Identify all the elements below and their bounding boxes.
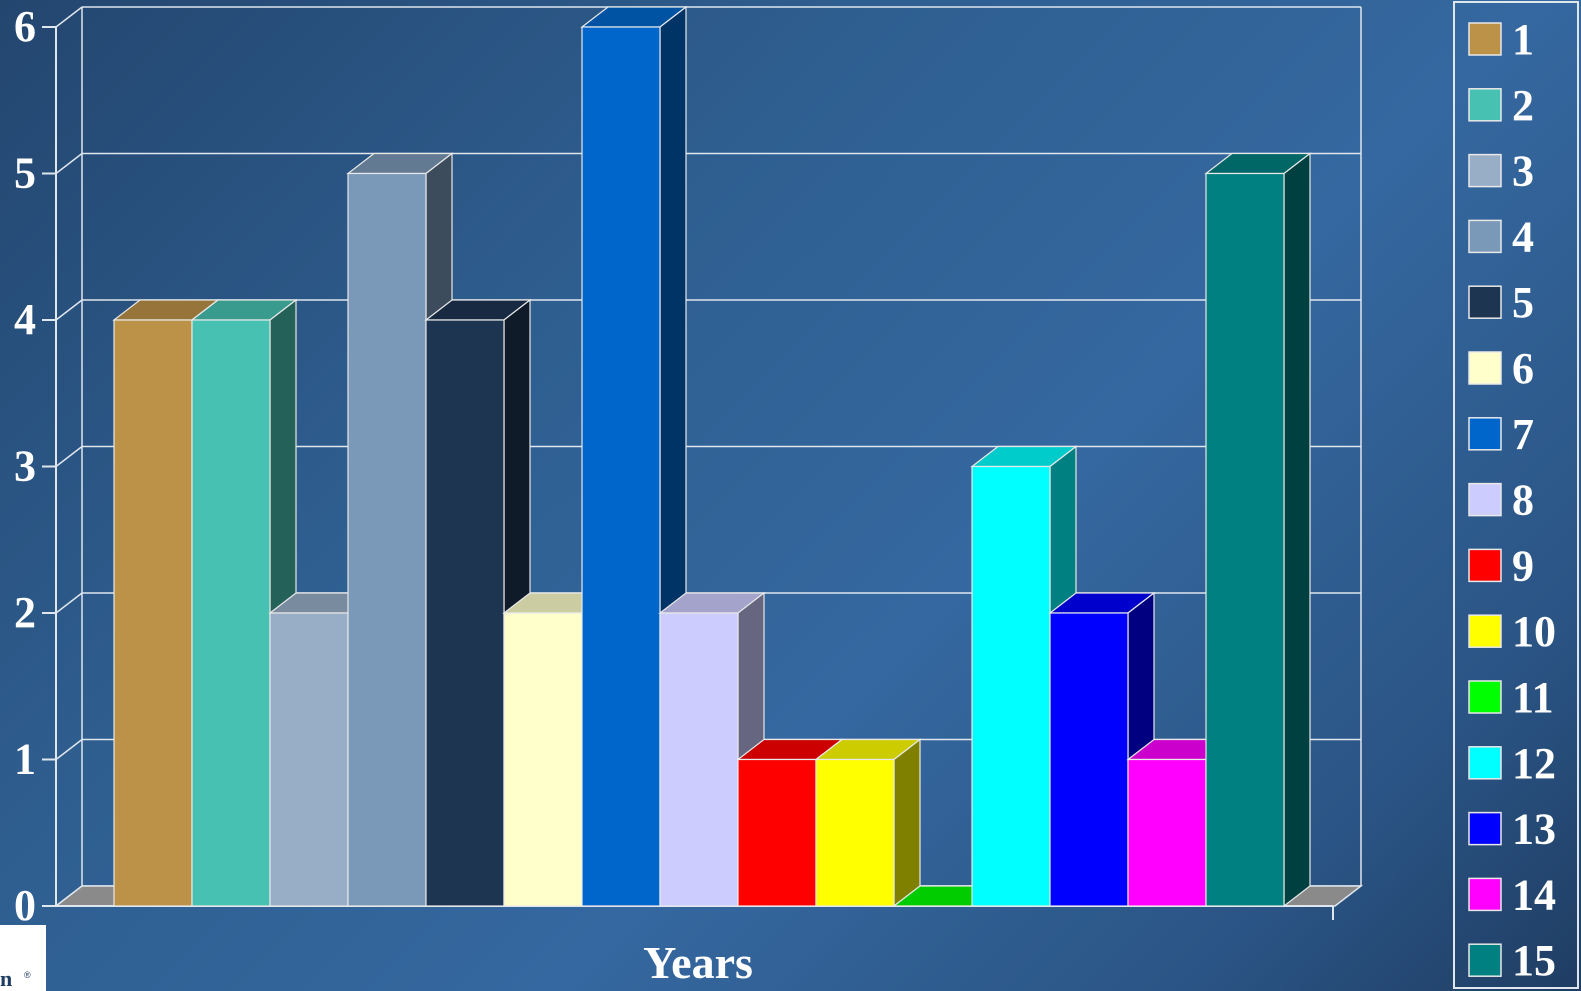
svg-text:n: n [0,966,12,991]
legend-label: 2 [1512,81,1534,130]
y-tick-label: 6 [14,2,36,51]
bar-front-face [815,758,895,907]
bar-front-face [737,758,817,907]
legend-item-14: 14 [1468,870,1556,919]
bar-front-face [1049,612,1129,907]
legend-item-9: 9 [1468,541,1534,590]
legend-item-8: 8 [1468,476,1534,525]
y-tick-label: 5 [14,149,36,198]
gridline-side [55,299,83,321]
legend-label: 4 [1512,212,1534,261]
bar-front-face [191,319,271,907]
legend-item-3: 3 [1468,147,1534,196]
legend-item-5: 5 [1468,278,1534,327]
bar-front-face [269,612,349,907]
legend-swatch [1468,482,1502,517]
legend-label: 6 [1512,344,1534,393]
bar-front-face [503,612,583,907]
gridline-side [55,592,83,614]
legend-label: 13 [1512,805,1556,854]
y-tick-label: 3 [14,442,36,491]
legend-swatch [1468,153,1502,188]
bar-side-face [893,738,921,908]
legend-item-13: 13 [1468,805,1556,854]
gridline-side [55,445,83,468]
legend-label: 8 [1512,476,1534,525]
legend-swatch [1468,943,1502,977]
bar-front-face [581,26,661,907]
legend-swatch [1468,614,1502,648]
legend-swatch [1468,285,1502,319]
gridline-side [55,6,83,28]
corner-logo-icon: n ® [0,925,46,991]
bar-10 [814,738,922,908]
legend-swatch [1468,88,1502,122]
legend-label: 3 [1512,147,1534,196]
bar-front-face [659,612,739,907]
legend-item-4: 4 [1468,212,1534,261]
legend-swatch [1468,811,1502,846]
y-tick-label: 4 [14,295,36,344]
bar-front-face [1127,758,1207,907]
legend-item-2: 2 [1468,81,1534,130]
legend-item-15: 15 [1468,936,1556,985]
y-tick-label: 1 [14,735,36,784]
bar-front-face [1205,172,1285,907]
bar-front-face [113,319,193,907]
legend-swatch [1468,548,1502,583]
legend-label: 11 [1512,673,1554,722]
legend-label: 10 [1512,607,1556,656]
legend-swatch [1468,219,1502,254]
legend-item-10: 10 [1468,607,1556,656]
legend-item-12: 12 [1468,739,1556,788]
legend-swatch [1468,680,1502,714]
x-axis-title: Years [643,937,753,988]
legend-label: 12 [1512,739,1556,788]
legend-label: 14 [1512,870,1556,919]
legend-label: 9 [1512,541,1534,590]
bar-front-face [425,319,505,907]
legend-item-11: 11 [1468,673,1554,722]
legend-swatch [1468,877,1502,912]
legend-swatch [1468,22,1502,56]
legend-label: 7 [1512,410,1534,459]
legend-label: 1 [1512,15,1534,64]
legend-item-7: 7 [1468,410,1534,459]
legend-item-6: 6 [1468,344,1534,393]
y-axis: 0 1 2 3 4 5 6 [14,2,57,930]
legend-swatch [1468,351,1502,385]
legend-swatch [1468,417,1502,451]
chart-bars [112,5,1312,908]
svg-text:®: ® [24,970,31,980]
bar-front-face [347,172,427,907]
y-tick-label: 0 [14,881,36,930]
gridline-side [55,152,83,175]
legend-item-1: 1 [1468,15,1534,64]
bar-front-face [971,465,1051,907]
bar-side-face [1283,152,1311,908]
gridline-side [55,738,83,761]
legend-label: 15 [1512,936,1556,985]
bar-15 [1204,152,1312,908]
legend-box [1453,1,1579,989]
y-tick-label: 2 [14,588,36,637]
legend-label: 5 [1512,278,1534,327]
legend-swatch [1468,746,1502,780]
bar-2 [190,298,298,908]
